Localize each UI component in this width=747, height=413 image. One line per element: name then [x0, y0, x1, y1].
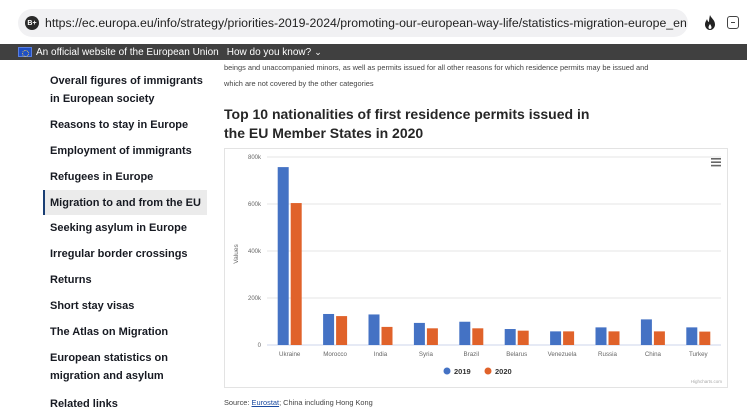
- y-tick-label: 800k: [248, 155, 262, 161]
- bar-2020-russia[interactable]: [608, 331, 620, 345]
- y-axis-ticks: 0 200k 400k 600k 800k: [248, 155, 262, 349]
- chevron-down-icon[interactable]: ⌄: [314, 46, 322, 57]
- url-text[interactable]: https://ec.europa.eu/info/strategy/prior…: [45, 16, 687, 30]
- tabs-icon[interactable]: [727, 16, 739, 29]
- address-bar[interactable]: B+ https://ec.europa.eu/info/strategy/pr…: [18, 9, 688, 37]
- bar-2020-turkey[interactable]: [699, 331, 711, 345]
- intro-text-line-1: beings and unaccompanied minors, as well…: [224, 63, 649, 72]
- sidebar-item-related-links[interactable]: Related links: [50, 398, 118, 410]
- bar-2020-india[interactable]: [381, 326, 393, 345]
- x-tick-label: China: [645, 351, 662, 358]
- eurostat-link[interactable]: Eurostat: [251, 398, 280, 407]
- x-axis-ticks: Ukraine Morocco India Syria Brazil Belarus Ven…: [279, 351, 709, 358]
- y-axis-label: Values: [233, 244, 240, 264]
- sidebar-item-refugees[interactable]: Refugees in Europe: [50, 171, 154, 183]
- chart-container: 0 200k 400k 600k 800k Values Ukraine Morocco I…: [224, 148, 728, 388]
- source-suffix: ; China including Hong Kong: [279, 398, 373, 407]
- sidebar-item-short-stay-visas[interactable]: Short stay visas: [50, 300, 135, 312]
- bar-2019-india[interactable]: [368, 314, 380, 345]
- bar-2020-china[interactable]: [653, 331, 665, 345]
- browser-toolbar: B+ https://ec.europa.eu/info/strategy/pr…: [0, 0, 747, 44]
- sidebar-item-european-statistics[interactable]: European statistics on migration and asy…: [50, 352, 168, 382]
- sidebar-item-atlas[interactable]: The Atlas on Migration: [50, 326, 169, 338]
- bar-2020-syria[interactable]: [426, 328, 438, 345]
- bar-2019-russia[interactable]: [595, 327, 607, 345]
- sidebar-item-returns[interactable]: Returns: [50, 274, 92, 286]
- x-tick-label: Russia: [598, 351, 617, 358]
- sidebar-item-reasons-to-stay[interactable]: Reasons to stay in Europe: [50, 119, 189, 131]
- sidebar-nav: Overall figures of immigrants in Europea…: [43, 68, 207, 411]
- fire-icon[interactable]: [704, 15, 716, 30]
- bar-2019-brazil[interactable]: [459, 321, 471, 345]
- bar-2019-ukraine[interactable]: [277, 167, 289, 345]
- credits-text[interactable]: Highcharts.com: [691, 379, 723, 384]
- hamburger-menu-icon[interactable]: [711, 158, 721, 167]
- eu-official-banner: An official website of the European Unio…: [0, 44, 747, 60]
- bar-chart: 0 200k 400k 600k 800k Values Ukraine Morocco I…: [233, 155, 723, 384]
- x-tick-label: Venezuela: [548, 351, 577, 358]
- source-prefix: Source:: [224, 398, 252, 407]
- main-content: beings and unaccompanied minors, as well…: [224, 60, 734, 143]
- bar-2020-venezuela[interactable]: [563, 331, 575, 345]
- chart-heading-line-1: Top 10 nationalities of first residence …: [224, 106, 590, 122]
- y-tick-label: 0: [258, 343, 262, 349]
- eu-flag-icon: [18, 47, 32, 57]
- bar-2019-syria[interactable]: [413, 322, 425, 345]
- how-do-you-know-link[interactable]: How do you know?: [226, 46, 312, 58]
- sidebar-item-irregular-crossings[interactable]: Irregular border crossings: [50, 248, 188, 260]
- chart-heading-line-2: the EU Member States in 2020: [224, 125, 424, 141]
- sidebar-item-overall-figures[interactable]: Overall figures of immigrants in Europea…: [50, 75, 203, 105]
- x-tick-label: Brazil: [464, 351, 479, 358]
- bar-2020-morocco[interactable]: [336, 316, 348, 345]
- bar-2019-venezuela[interactable]: [550, 331, 562, 345]
- legend: 2019 2020: [443, 367, 512, 376]
- official-site-text: An official website of the European Unio…: [36, 46, 219, 58]
- bar-2020-brazil[interactable]: [472, 328, 484, 345]
- y-tick-label: 400k: [248, 249, 262, 255]
- intro-text-line-2: which are not covered by the other categ…: [224, 79, 374, 88]
- x-tick-label: Morocco: [323, 351, 347, 358]
- x-tick-label: Turkey: [689, 351, 709, 358]
- legend-label-2020[interactable]: 2020: [495, 367, 512, 376]
- source-note: Source: Eurostat; China including Hong K…: [224, 398, 373, 407]
- x-tick-label: Belarus: [506, 351, 527, 358]
- y-tick-label: 200k: [248, 296, 262, 302]
- bar-2019-morocco[interactable]: [323, 313, 335, 345]
- grid-lines: [267, 156, 721, 346]
- x-tick-label: India: [374, 351, 388, 358]
- chart-heading: Top 10 nationalities of first residence …: [224, 105, 734, 143]
- bar-2019-china[interactable]: [640, 319, 652, 345]
- bar-2020-belarus[interactable]: [517, 330, 529, 345]
- bar-2019-belarus[interactable]: [504, 329, 516, 345]
- x-tick-label: Ukraine: [279, 351, 301, 358]
- legend-marker-2019[interactable]: [443, 367, 451, 375]
- site-info-icon[interactable]: B+: [25, 16, 39, 30]
- bars: [277, 167, 711, 345]
- sidebar-item-employment[interactable]: Employment of immigrants: [50, 145, 192, 157]
- sidebar-item-migration[interactable]: Migration to and from the EU: [43, 190, 207, 215]
- sidebar-item-seeking-asylum[interactable]: Seeking asylum in Europe: [50, 222, 187, 234]
- x-tick-label: Syria: [419, 351, 434, 358]
- bar-2019-turkey[interactable]: [686, 327, 698, 345]
- bar-2020-ukraine[interactable]: [290, 203, 302, 345]
- legend-marker-2020[interactable]: [484, 367, 492, 375]
- legend-label-2019[interactable]: 2019: [454, 367, 471, 376]
- y-tick-label: 600k: [248, 202, 262, 208]
